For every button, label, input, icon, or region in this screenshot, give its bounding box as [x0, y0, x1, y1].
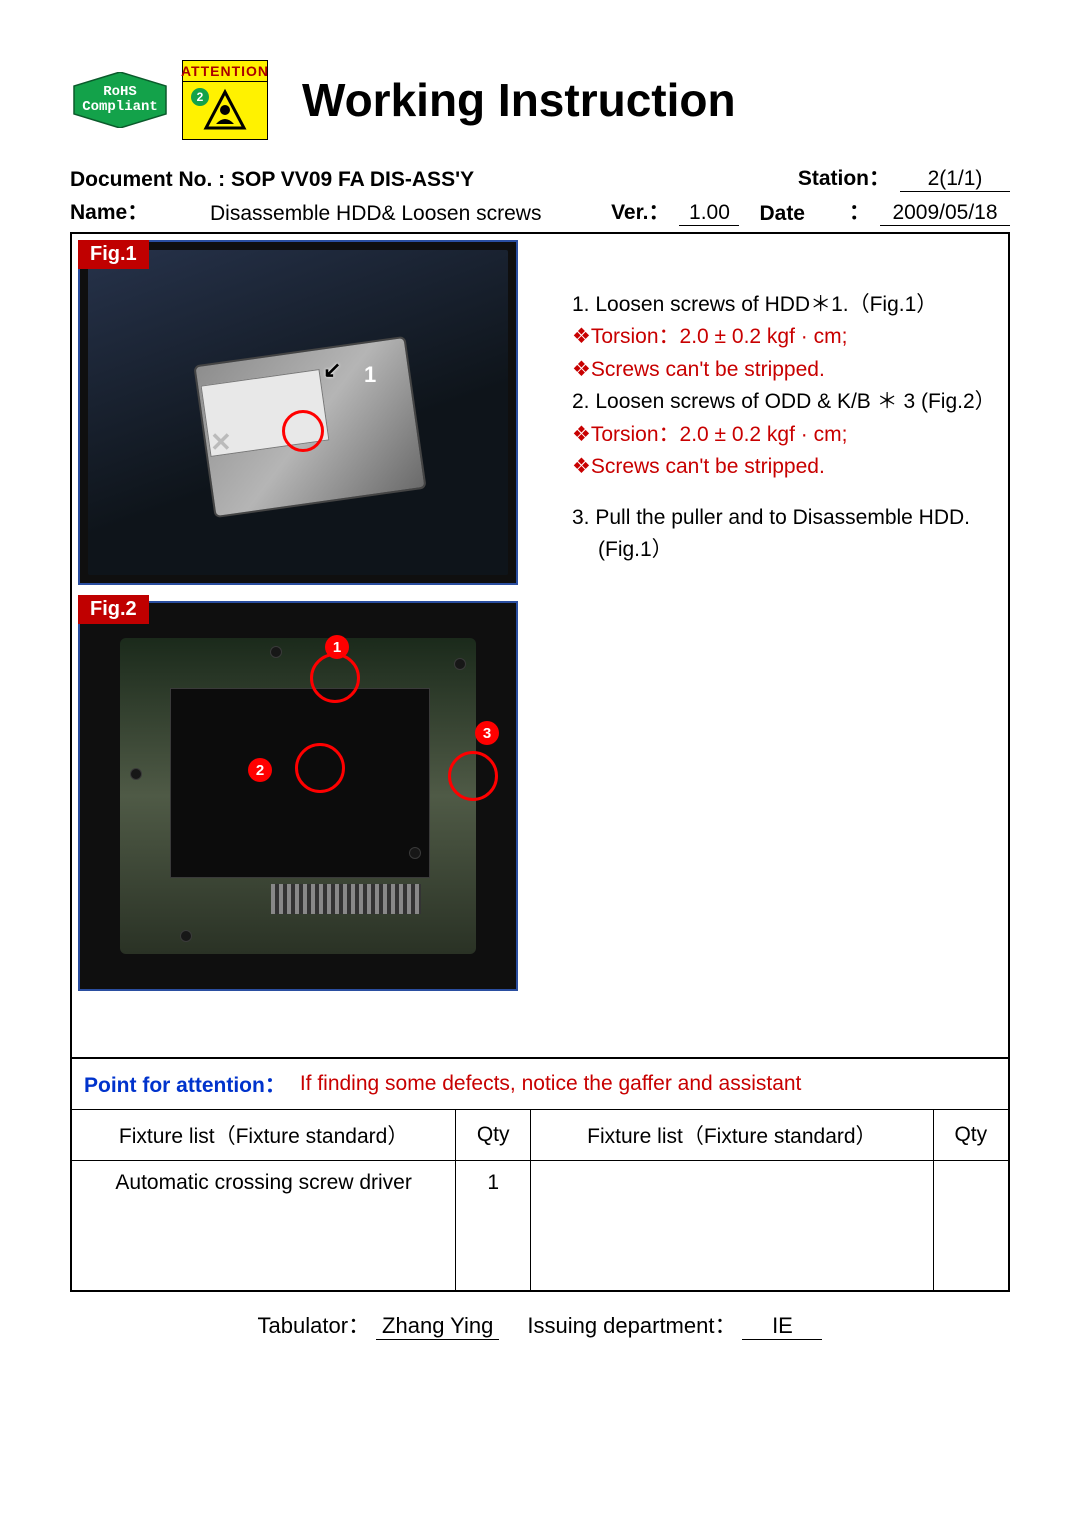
- fixture-row1-qty2: [933, 1160, 1008, 1290]
- step-1: 1. Loosen screws of HDD＊1.（Fig.1）: [572, 290, 998, 320]
- step-2: 2. Loosen screws of ODD & K/B ＊ 3 (Fig.2…: [572, 387, 998, 417]
- fig1-callout-1: 1: [364, 362, 376, 388]
- name-label: Name：: [70, 196, 200, 226]
- tabulator-label: Tabulator：: [258, 1308, 371, 1340]
- rohs-line2: Compliant: [82, 99, 158, 115]
- date-value: 2009/05/18: [880, 201, 1010, 226]
- name-value: Disassemble HDD& Loosen screws: [210, 202, 541, 226]
- pfa-label: Point for attention：: [84, 1069, 286, 1099]
- footer: Tabulator： Zhang Ying Issuing department…: [70, 1292, 1010, 1340]
- fixture-col2: Qty: [456, 1109, 531, 1160]
- figure-1: Fig.1 ↙ 1 ✕: [78, 240, 558, 585]
- fixture-table: Fixture list（Fixture standard） Qty Fixtu…: [72, 1109, 1008, 1291]
- main-frame: Fig.1 ↙ 1 ✕ Fig.2: [70, 232, 1010, 1292]
- ver-label: Ver.：: [611, 196, 669, 226]
- date-label: Date: [759, 202, 805, 226]
- fig2-callout-3: 3: [475, 721, 499, 745]
- fig1-label: Fig.1: [78, 240, 149, 269]
- ver-value: 1.00: [679, 201, 739, 226]
- fixture-row1-name2: [531, 1160, 933, 1290]
- figure-2: Fig.2 1 2 3: [78, 595, 558, 991]
- step-2-note-b: ❖Screws can't be stripped.: [572, 452, 998, 482]
- dept-label: Issuing department：: [527, 1308, 736, 1340]
- fig1-photo: ↙ 1 ✕: [78, 240, 518, 585]
- fixture-col3: Fixture list（Fixture standard）: [531, 1109, 933, 1160]
- fixture-row1-name: Automatic crossing screw driver: [72, 1160, 456, 1290]
- step-3a: 3. Pull the puller and to Disassemble HD…: [572, 503, 998, 533]
- step-3b: (Fig.1）: [572, 535, 998, 565]
- attention-badge: ATTENTION 2: [182, 60, 268, 140]
- rohs-compliant-badge: RoHS Compliant: [70, 72, 170, 128]
- point-for-attention-row: Point for attention： If finding some def…: [72, 1057, 1008, 1109]
- rohs-line1: RoHS: [103, 84, 137, 100]
- step-2-note-a: ❖Torsion：2.0 ± 0.2 kgf · cm;: [572, 420, 998, 450]
- instruction-steps: 1. Loosen screws of HDD＊1.（Fig.1） ❖Torsi…: [572, 240, 998, 1051]
- dept-value: IE: [742, 1313, 822, 1340]
- attention-label: ATTENTION: [182, 60, 268, 82]
- fixture-col4: Qty: [933, 1109, 1008, 1160]
- date-colon: ：: [849, 196, 870, 226]
- fig2-callout-2: 2: [248, 758, 272, 782]
- fig2-photo: 1 2 3: [78, 601, 518, 991]
- attention-number: 2: [191, 88, 209, 106]
- doc-no-label: Document No. : SOP VV09 FA DIS-ASS'Y: [70, 168, 474, 192]
- fixture-col1: Fixture list（Fixture standard）: [72, 1109, 456, 1160]
- fig2-callout-1: 1: [325, 635, 349, 659]
- step-1-note-a: ❖Torsion：2.0 ± 0.2 kgf · cm;: [572, 322, 998, 352]
- station-label: Station：: [798, 162, 890, 192]
- fig2-label: Fig.2: [78, 595, 149, 624]
- tabulator-value: Zhang Ying: [376, 1313, 499, 1340]
- fixture-row1-qty: 1: [456, 1160, 531, 1290]
- step-1-note-b: ❖Screws can't be stripped.: [572, 355, 998, 385]
- page-title: Working Instruction: [302, 73, 736, 127]
- station-value: 2(1/1): [900, 167, 1010, 192]
- pfa-text: If finding some defects, notice the gaff…: [300, 1072, 802, 1096]
